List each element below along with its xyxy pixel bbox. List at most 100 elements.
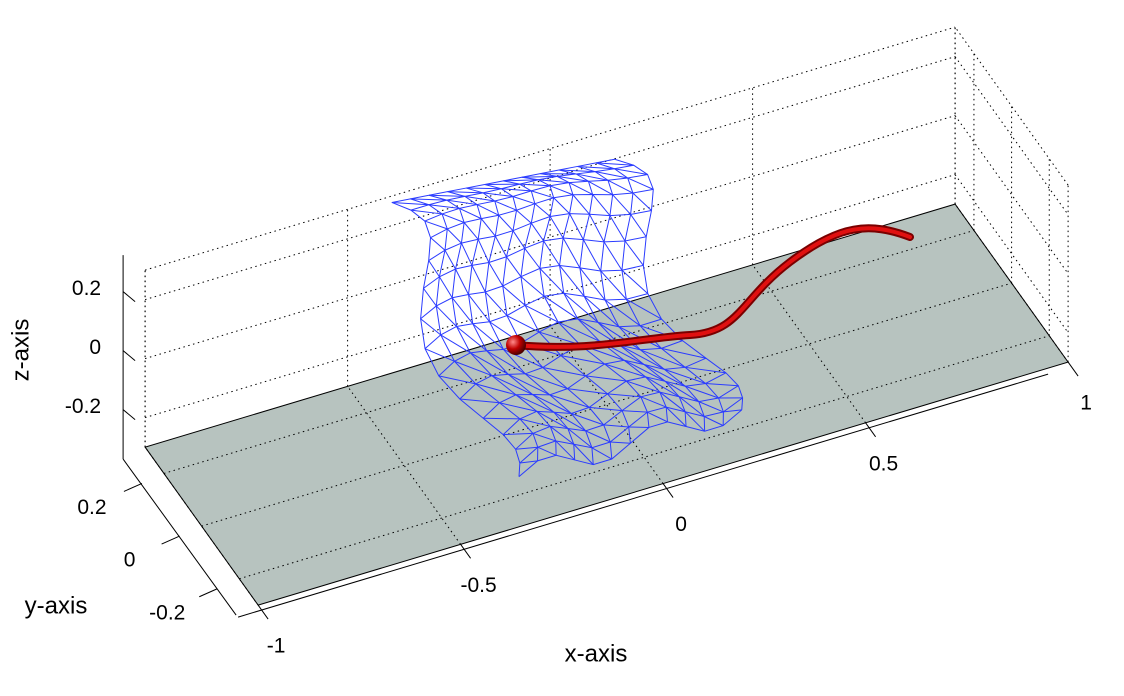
mesh-diagonal	[591, 447, 613, 460]
mesh-diagonal	[573, 443, 594, 465]
z-tick-label: 0.2	[72, 277, 101, 300]
mesh-diagonal	[503, 179, 539, 182]
mesh-diagonal	[585, 375, 627, 382]
mesh-diagonal	[506, 256, 522, 277]
x-axis-line	[237, 373, 1049, 618]
grid-line	[954, 56, 1069, 215]
mesh-diagonal	[549, 185, 574, 196]
grid-line	[144, 115, 956, 360]
mesh-diagonal	[607, 393, 641, 398]
mesh-diagonal	[482, 192, 513, 197]
z-tick	[122, 409, 136, 420]
mesh-diagonal	[515, 394, 555, 413]
x-tick	[1067, 361, 1079, 377]
mesh-diagonal	[460, 242, 473, 266]
mesh-diagonal	[446, 228, 462, 244]
mesh-diagonal	[555, 440, 576, 461]
mesh-diagonal	[685, 366, 726, 374]
mesh-line	[391, 158, 615, 203]
mesh-diagonal	[438, 375, 476, 385]
mesh-diagonal	[604, 363, 646, 378]
mesh-diagonal	[595, 171, 628, 179]
mesh-diagonal	[665, 380, 700, 403]
mesh-diagonal	[424, 220, 448, 230]
y-tick-label: 0	[124, 549, 136, 572]
mesh-diagonal	[494, 235, 507, 257]
mesh-diagonal	[391, 201, 429, 206]
mesh-diagonal	[645, 376, 680, 398]
mesh-diagonal	[542, 367, 586, 377]
mesh-diagonal	[619, 344, 665, 370]
mesh-diagonal	[428, 260, 440, 278]
mesh-diagonal	[428, 194, 465, 197]
mesh-diagonal	[643, 364, 686, 387]
y-tick-label: -0.2	[149, 601, 185, 624]
mesh-diagonal	[447, 191, 483, 194]
mesh-diagonal	[664, 368, 706, 384]
mesh-diagonal	[596, 162, 634, 166]
mesh-diagonal	[512, 230, 526, 249]
mesh-diagonal	[454, 360, 493, 377]
mesh-diagonal	[534, 203, 551, 217]
mesh-diagonal	[515, 446, 538, 450]
mesh-diagonal	[589, 214, 605, 243]
mesh-diagonal	[560, 355, 605, 365]
mesh-diagonal	[475, 383, 517, 396]
y-axis-line	[122, 458, 237, 616]
mesh-diagonal	[537, 446, 557, 456]
mesh-diagonal	[451, 297, 474, 325]
wireframe-surface	[391, 158, 744, 478]
mesh-diagonal	[524, 248, 541, 269]
z-axis-label: z-axis	[7, 319, 34, 382]
mesh-diagonal	[464, 195, 495, 202]
mesh-diagonal	[446, 199, 478, 206]
mesh-diagonal	[524, 304, 559, 323]
mesh-diagonal	[466, 187, 502, 190]
floor-plane	[144, 203, 1069, 606]
mesh-diagonal	[626, 298, 662, 320]
mesh-diagonal	[621, 269, 649, 295]
mesh-diagonal	[440, 334, 471, 354]
grid-line	[144, 174, 956, 419]
y-tick	[199, 588, 218, 598]
mesh-diagonal	[630, 214, 647, 238]
x-tick	[257, 604, 269, 620]
mesh-diagonal	[549, 216, 564, 239]
mesh-diagonal	[456, 326, 487, 352]
mesh-diagonal	[576, 173, 609, 181]
mesh-diagonal	[684, 411, 705, 432]
mesh-diagonal	[468, 294, 490, 323]
grid-line	[163, 229, 975, 474]
mesh-diagonal	[685, 385, 719, 399]
mesh-diagonal	[476, 204, 499, 216]
mesh-diagonal	[459, 398, 500, 404]
y-tick	[123, 482, 143, 492]
mesh-diagonal	[572, 194, 590, 215]
mesh-diagonal	[483, 417, 520, 420]
mesh-diagonal	[512, 196, 536, 205]
mesh-diagonal	[539, 268, 565, 294]
z-tick	[122, 350, 136, 361]
mesh-diagonal	[562, 237, 581, 269]
mesh-diagonal	[577, 165, 615, 170]
mesh-diagonal	[503, 432, 533, 436]
grid-line	[201, 282, 1012, 527]
mesh-diagonal	[592, 194, 611, 216]
mesh-diagonal	[661, 347, 707, 359]
mesh-diagonal	[516, 209, 532, 224]
axes: -1 -0.5 0 0.5 1 -0.2 0 0.2 -0.2 0 0.2	[65, 255, 1092, 658]
mesh-diagonal	[557, 321, 600, 342]
mesh-diagonal	[428, 204, 460, 209]
mesh-diagonal	[543, 240, 560, 266]
mesh-diagonal	[472, 323, 504, 350]
mesh-diagonal	[499, 402, 537, 412]
x-tick	[865, 422, 877, 438]
ball	[506, 335, 526, 355]
mesh-diagonal	[609, 215, 626, 242]
mesh-diagonal	[585, 430, 611, 443]
x-tick-label: -1	[267, 635, 286, 658]
mesh-diagonal	[430, 237, 446, 251]
mesh-diagonal	[520, 276, 545, 297]
mesh-diagonal	[623, 359, 666, 382]
